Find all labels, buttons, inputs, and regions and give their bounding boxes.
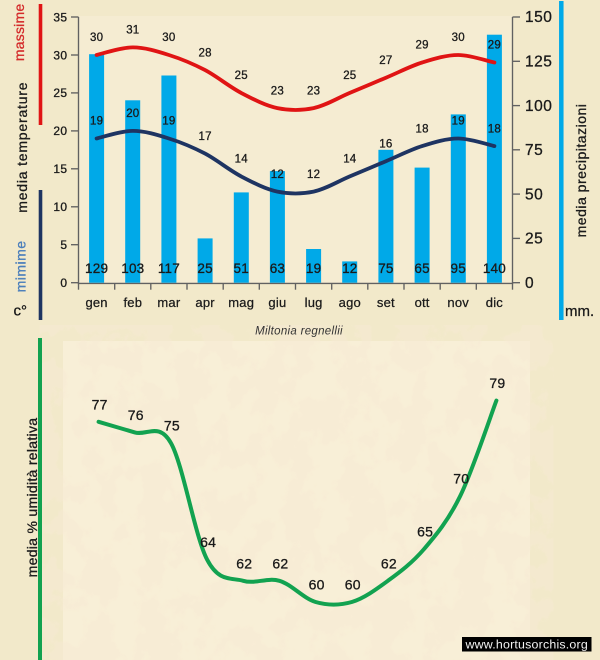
svg-text:0: 0 [60, 276, 67, 290]
svg-text:18: 18 [415, 123, 428, 135]
svg-text:massime: massime [11, 4, 27, 61]
svg-text:dic: dic [486, 295, 504, 310]
svg-text:giu: giu [268, 295, 286, 310]
svg-text:103: 103 [121, 261, 144, 276]
svg-text:27: 27 [379, 55, 392, 67]
svg-text:set: set [377, 295, 395, 310]
svg-text:5: 5 [60, 238, 67, 252]
svg-text:65: 65 [417, 524, 433, 540]
svg-text:30: 30 [53, 48, 67, 62]
svg-text:79: 79 [489, 375, 505, 391]
svg-text:62: 62 [236, 555, 252, 571]
svg-text:17: 17 [198, 131, 211, 143]
svg-text:31: 31 [126, 25, 139, 37]
svg-text:95: 95 [450, 261, 465, 276]
svg-text:19: 19 [162, 116, 175, 128]
svg-text:77: 77 [92, 396, 108, 412]
svg-text:mag: mag [228, 295, 254, 310]
svg-text:65: 65 [414, 261, 429, 276]
svg-text:60: 60 [309, 577, 325, 593]
svg-text:12: 12 [307, 169, 320, 181]
svg-text:19: 19 [306, 261, 321, 276]
svg-text:140: 140 [483, 261, 506, 276]
svg-text:30: 30 [452, 32, 465, 44]
svg-text:14: 14 [343, 154, 357, 166]
svg-text:c°: c° [14, 303, 28, 320]
svg-text:35: 35 [53, 10, 67, 24]
svg-text:51: 51 [233, 261, 248, 276]
svg-text:100: 100 [525, 98, 552, 115]
svg-text:www.hortusorchis.org: www.hortusorchis.org [465, 637, 588, 651]
svg-text:Miltonia regnellii: Miltonia regnellii [255, 326, 343, 338]
svg-text:12: 12 [271, 169, 284, 181]
svg-text:19: 19 [452, 116, 465, 128]
svg-text:150: 150 [525, 9, 552, 26]
svg-text:125: 125 [525, 54, 552, 71]
svg-text:18: 18 [488, 123, 501, 135]
svg-text:64: 64 [200, 534, 216, 550]
svg-text:30: 30 [162, 32, 175, 44]
svg-text:mimime: mimime [13, 240, 29, 292]
svg-text:ago: ago [339, 295, 361, 310]
svg-text:75: 75 [378, 261, 393, 276]
svg-text:75: 75 [525, 142, 543, 159]
svg-text:76: 76 [128, 407, 144, 423]
svg-text:129: 129 [85, 261, 108, 276]
svg-text:10: 10 [53, 200, 67, 214]
svg-text:28: 28 [198, 47, 211, 59]
svg-text:29: 29 [415, 40, 428, 52]
svg-text:70: 70 [453, 471, 469, 487]
svg-text:25: 25 [197, 261, 212, 276]
svg-text:75: 75 [164, 418, 180, 434]
svg-text:12: 12 [342, 261, 357, 276]
svg-text:25: 25 [343, 70, 356, 82]
svg-text:23: 23 [307, 85, 320, 97]
svg-text:apr: apr [195, 295, 215, 310]
svg-text:25: 25 [53, 86, 67, 100]
svg-text:62: 62 [272, 555, 288, 571]
svg-text:60: 60 [345, 577, 361, 593]
svg-text:lug: lug [305, 295, 323, 310]
svg-text:20: 20 [53, 124, 67, 138]
svg-text:63: 63 [270, 261, 285, 276]
svg-text:30: 30 [90, 32, 103, 44]
svg-text:19: 19 [90, 116, 103, 128]
svg-text:14: 14 [235, 154, 249, 166]
svg-text:15: 15 [53, 162, 67, 176]
svg-text:ott: ott [415, 295, 430, 310]
svg-text:29: 29 [488, 40, 501, 52]
svg-text:16: 16 [379, 138, 392, 150]
svg-text:gen: gen [85, 295, 107, 310]
svg-text:20: 20 [126, 108, 139, 120]
svg-text:mm.: mm. [565, 303, 594, 320]
svg-text:media precipitazioni: media precipitazioni [573, 104, 589, 238]
svg-text:mar: mar [157, 295, 180, 310]
svg-text:media % umidità relativa: media % umidità relativa [24, 418, 40, 578]
svg-text:25: 25 [235, 70, 248, 82]
svg-text:0: 0 [525, 275, 534, 292]
svg-text:117: 117 [158, 261, 180, 276]
svg-text:media temperature: media temperature [14, 82, 30, 213]
svg-text:nov: nov [447, 295, 469, 310]
svg-text:feb: feb [123, 295, 142, 310]
svg-text:50: 50 [525, 186, 543, 203]
svg-text:62: 62 [381, 555, 397, 571]
svg-text:25: 25 [525, 231, 543, 248]
svg-text:23: 23 [271, 85, 284, 97]
